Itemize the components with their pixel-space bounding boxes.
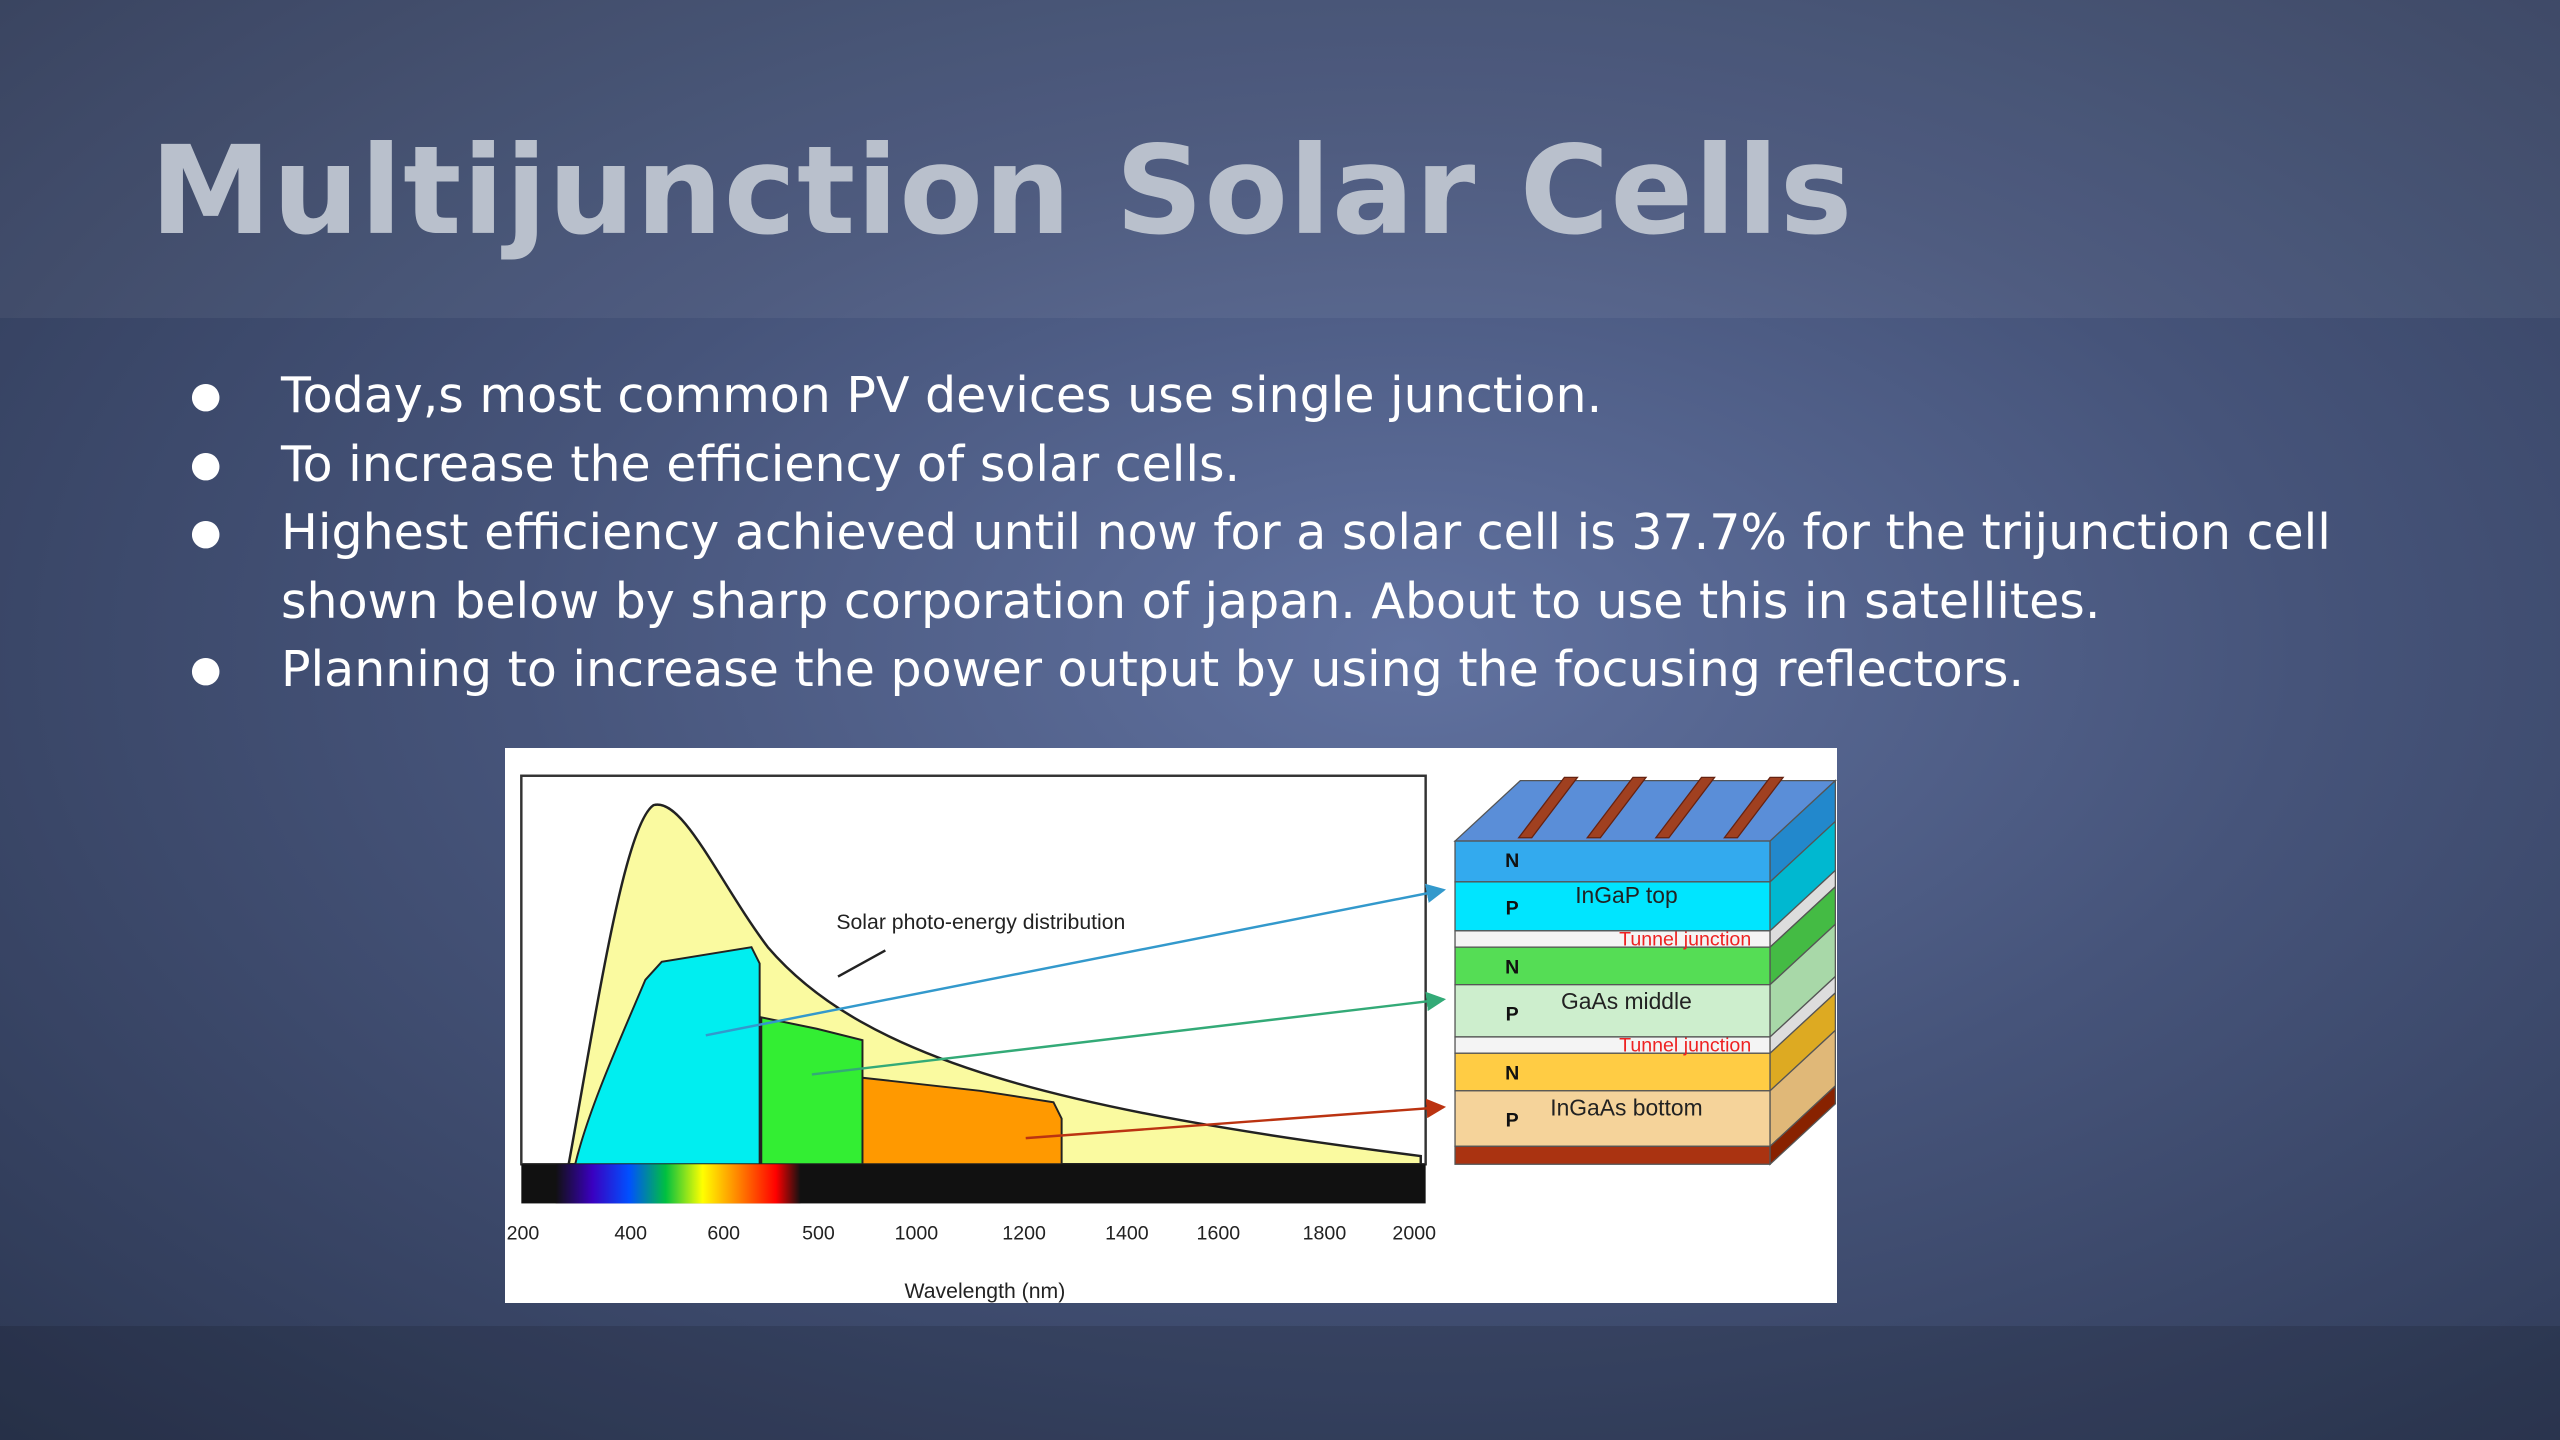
axis-tick-label: 400 — [614, 1222, 647, 1244]
cell-top-face — [1453, 779, 1837, 842]
junction-name: InGaP top — [1575, 882, 1677, 908]
cell-stack: N P InGaP top N P GaAs middle N P InGaAs bottom T… — [1453, 776, 1837, 1166]
cell-layer-side — [1769, 1084, 1837, 1166]
axis-tick-label: 1400 — [1105, 1222, 1149, 1244]
bullet-list: Today,s most common PV devices use singl… — [190, 362, 2350, 705]
bullet: Today,s most common PV devices use singl… — [190, 362, 2350, 431]
cell-layer — [1454, 946, 1771, 986]
arrow — [1025, 1098, 1447, 1140]
header-band — [0, 0, 2560, 318]
bullet: Highest efficiency achieved until now fo… — [190, 499, 2350, 636]
axis-tick-label: 200 — [507, 1222, 540, 1244]
axis-tick-label: 1000 — [895, 1222, 939, 1244]
footer-band — [0, 1326, 2560, 1440]
region-top — [573, 946, 761, 1166]
axis-tick-label: 600 — [707, 1222, 740, 1244]
arrow — [811, 991, 1447, 1076]
p-label: P — [1506, 898, 1519, 920]
axis-tick-label: 1800 — [1303, 1222, 1347, 1244]
axis-tick-label: 1200 — [1002, 1222, 1046, 1244]
slide-title: Multijunction Solar Cells — [150, 120, 1854, 262]
curve-label: Solar photo-energy distribution — [836, 911, 1125, 934]
n-label: N — [1505, 1062, 1519, 1084]
cell-layer — [1454, 840, 1771, 883]
label-pointer — [837, 949, 886, 978]
spectrum — [555, 1164, 801, 1204]
n-label: N — [1505, 956, 1519, 978]
contact-finger — [1654, 776, 1716, 839]
bullet: Planning to increase the power output by… — [190, 636, 2350, 705]
p-label: P — [1506, 1110, 1519, 1132]
cell-layer — [1454, 1145, 1771, 1165]
axis-tick-label: 2000 — [1392, 1222, 1436, 1244]
contact-finger — [1517, 776, 1579, 839]
tunnel-label: Tunnel junction — [1619, 929, 1751, 951]
axis-tick-label: 500 — [802, 1222, 835, 1244]
n-label: N — [1505, 850, 1519, 872]
axis-tick-label: 1600 — [1197, 1222, 1241, 1244]
cell-layer — [1454, 1052, 1771, 1092]
contact-finger — [1723, 776, 1785, 839]
tunnel-label: Tunnel junction — [1619, 1035, 1751, 1057]
arrow — [705, 883, 1447, 1037]
p-label: P — [1506, 1004, 1519, 1026]
axis-label: Wavelength (nm) — [905, 1280, 1066, 1303]
cell-layer — [1454, 1090, 1771, 1147]
junction-name: InGaAs bottom — [1550, 1094, 1702, 1120]
junction-name: GaAs middle — [1561, 988, 1692, 1014]
figure: N P InGaP top N P GaAs middle N P InGaAs bottom T… — [505, 748, 1837, 1303]
region-middle — [760, 1016, 864, 1166]
bullet: To increase the efficiency of solar cell… — [190, 431, 2350, 500]
contact-finger — [1585, 776, 1648, 839]
